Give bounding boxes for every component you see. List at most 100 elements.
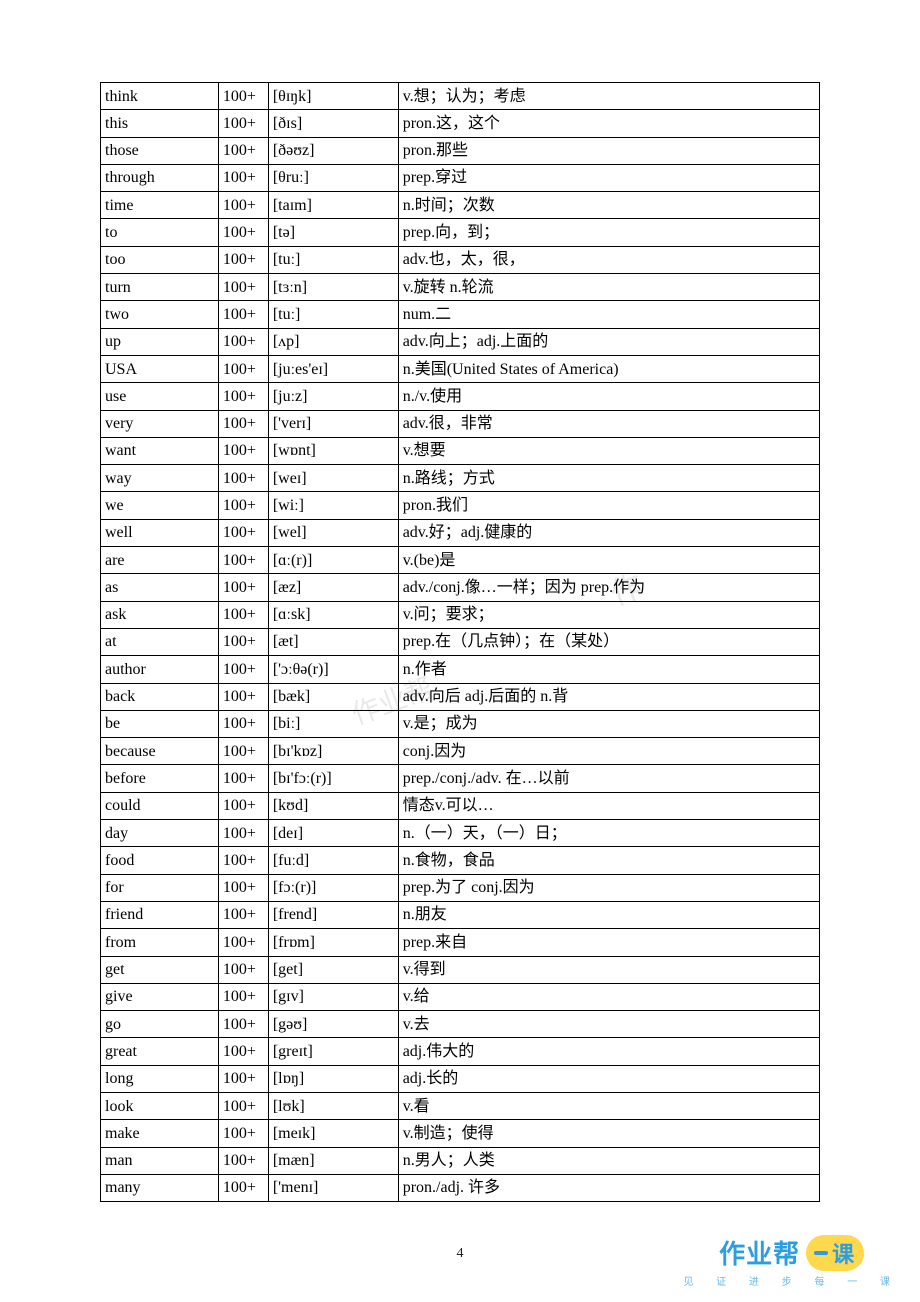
brand-logo-tagline: 见 证 进 步 每 一 课 [683, 1273, 900, 1288]
ipa-cell: [kʊd] [268, 792, 398, 819]
table-row: could100+[kʊd]情态v.可以… [101, 792, 820, 819]
word-cell: USA [101, 355, 219, 382]
def-cell: n.时间；次数 [398, 192, 819, 219]
freq-cell: 100+ [218, 110, 268, 137]
freq-cell: 100+ [218, 628, 268, 655]
ipa-cell: [wiː] [268, 492, 398, 519]
ipa-cell: [tə] [268, 219, 398, 246]
word-cell: through [101, 164, 219, 191]
word-cell: because [101, 738, 219, 765]
ipa-cell: [fɔː(r)] [268, 874, 398, 901]
def-cell: adj.长的 [398, 1065, 819, 1092]
word-cell: too [101, 246, 219, 273]
brand-logo-text: 作业帮 [719, 1234, 800, 1271]
ipa-cell: [fuːd] [268, 847, 398, 874]
freq-cell: 100+ [218, 792, 268, 819]
def-cell: v.得到 [398, 956, 819, 983]
word-cell: food [101, 847, 219, 874]
def-cell: v.去 [398, 1011, 819, 1038]
freq-cell: 100+ [218, 274, 268, 301]
freq-cell: 100+ [218, 137, 268, 164]
freq-cell: 100+ [218, 683, 268, 710]
def-cell: adj.伟大的 [398, 1038, 819, 1065]
word-cell: give [101, 983, 219, 1010]
word-cell: time [101, 192, 219, 219]
table-row: ask100+[ɑːsk]v.问；要求； [101, 601, 820, 628]
ipa-cell: [deɪ] [268, 820, 398, 847]
ipa-cell: [æz] [268, 574, 398, 601]
def-cell: n.路线；方式 [398, 465, 819, 492]
ipa-cell: [juːes'eɪ] [268, 355, 398, 382]
freq-cell: 100+ [218, 1038, 268, 1065]
ipa-cell: [juːz] [268, 383, 398, 410]
freq-cell: 100+ [218, 83, 268, 110]
def-cell: v.想要 [398, 437, 819, 464]
word-cell: at [101, 628, 219, 655]
ipa-cell: [θruː] [268, 164, 398, 191]
word-cell: back [101, 683, 219, 710]
freq-cell: 100+ [218, 301, 268, 328]
ipa-cell: [greɪt] [268, 1038, 398, 1065]
table-row: those100+[ðəʊz]pron.那些 [101, 137, 820, 164]
def-cell: pron.这，这个 [398, 110, 819, 137]
freq-cell: 100+ [218, 710, 268, 737]
table-row: this100+[ðɪs]pron.这，这个 [101, 110, 820, 137]
freq-cell: 100+ [218, 1011, 268, 1038]
ipa-cell: ['menɪ] [268, 1174, 398, 1201]
ipa-cell: [tɜːn] [268, 274, 398, 301]
table-row: look100+[lʊk]v.看 [101, 1092, 820, 1119]
ipa-cell: [ɑː(r)] [268, 547, 398, 574]
word-cell: look [101, 1092, 219, 1119]
table-row: well100+[wel]adv.好；adj.健康的 [101, 519, 820, 546]
freq-cell: 100+ [218, 355, 268, 382]
ipa-cell: [frɒm] [268, 929, 398, 956]
freq-cell: 100+ [218, 246, 268, 273]
ipa-cell: [meɪk] [268, 1120, 398, 1147]
table-row: at100+[æt]prep.在（几点钟）；在（某处） [101, 628, 820, 655]
ipa-cell: [biː] [268, 710, 398, 737]
table-row: to100+[tə]prep.向，到； [101, 219, 820, 246]
word-cell: make [101, 1120, 219, 1147]
freq-cell: 100+ [218, 956, 268, 983]
ipa-cell: [bɪ'fɔː(r)] [268, 765, 398, 792]
word-cell: think [101, 83, 219, 110]
word-cell: well [101, 519, 219, 546]
table-row: USA100+[juːes'eɪ]n.美国(United States of A… [101, 355, 820, 382]
ipa-cell: [ʌp] [268, 328, 398, 355]
table-row: from100+[frɒm]prep.来自 [101, 929, 820, 956]
table-row: two100+[tuː]num.二 [101, 301, 820, 328]
table-row: friend100+[frend]n.朋友 [101, 901, 820, 928]
def-cell: conj.因为 [398, 738, 819, 765]
freq-cell: 100+ [218, 465, 268, 492]
def-cell: v.旋转 n.轮流 [398, 274, 819, 301]
ipa-cell: [weɪ] [268, 465, 398, 492]
dash-icon [814, 1251, 828, 1255]
freq-cell: 100+ [218, 519, 268, 546]
ipa-cell: [θɪŋk] [268, 83, 398, 110]
freq-cell: 100+ [218, 219, 268, 246]
def-cell: pron.我们 [398, 492, 819, 519]
def-cell: n.美国(United States of America) [398, 355, 819, 382]
def-cell: pron.那些 [398, 137, 819, 164]
table-row: use100+[juːz]n./v.使用 [101, 383, 820, 410]
freq-cell: 100+ [218, 874, 268, 901]
table-row: time100+[taɪm]n.时间；次数 [101, 192, 820, 219]
freq-cell: 100+ [218, 601, 268, 628]
word-cell: could [101, 792, 219, 819]
word-cell: way [101, 465, 219, 492]
def-cell: adv.向上；adj.上面的 [398, 328, 819, 355]
freq-cell: 100+ [218, 547, 268, 574]
word-cell: turn [101, 274, 219, 301]
table-row: want100+[wɒnt]v.想要 [101, 437, 820, 464]
def-cell: n./v.使用 [398, 383, 819, 410]
def-cell: v.给 [398, 983, 819, 1010]
freq-cell: 100+ [218, 437, 268, 464]
ipa-cell: [get] [268, 956, 398, 983]
table-row: get100+[get]v.得到 [101, 956, 820, 983]
table-row: give100+[gɪv]v.给 [101, 983, 820, 1010]
def-cell: 情态v.可以… [398, 792, 819, 819]
def-cell: v.问；要求； [398, 601, 819, 628]
word-cell: friend [101, 901, 219, 928]
def-cell: v.想；认为；考虑 [398, 83, 819, 110]
table-row: way100+[weɪ]n.路线；方式 [101, 465, 820, 492]
